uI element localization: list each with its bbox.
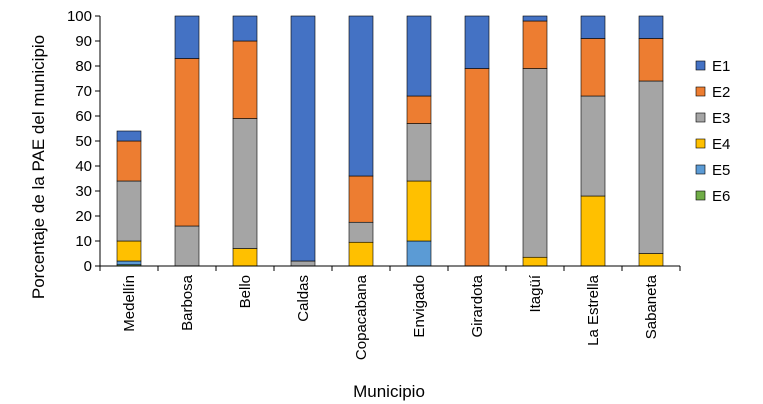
x-tick-label: La Estrella [585, 274, 602, 346]
bar-segment-e2 [116, 140, 142, 182]
bar-segment-e1 [522, 15, 548, 22]
legend: E1 E2 E3 E4 E5 E6 [695, 58, 730, 205]
bar-segment-e5 [406, 240, 432, 267]
bar-segment-e3 [580, 95, 606, 197]
bar-segment-e4 [406, 180, 432, 242]
bar-segment-e1 [232, 15, 258, 42]
bar-segment-e4 [522, 256, 548, 267]
x-tick-label: Girardota [469, 274, 486, 337]
y-tick-label: 90 [75, 33, 92, 50]
legend-label-e5: E5 [712, 162, 730, 179]
y-tick-label: 10 [75, 233, 92, 250]
bar-segment-e1 [174, 15, 200, 59]
y-tick-label: 0 [84, 258, 92, 275]
legend-label-e1: E1 [712, 58, 730, 75]
bar-segment-e2 [638, 38, 664, 82]
bar-segment-e1 [290, 15, 316, 262]
x-tick-label: Sabaneta [643, 274, 660, 339]
y-tick-label: 80 [75, 58, 92, 75]
y-axis-title: Porcentaje de la PAE del municipio [29, 35, 48, 299]
y-tick-label: 40 [75, 158, 92, 175]
y-tick-label: 50 [75, 133, 92, 150]
x-tick-label: Copacabana [353, 274, 370, 360]
y-axis: 0 10 20 30 40 50 60 70 80 90 100 [67, 8, 101, 275]
bar-segment-e1 [464, 15, 490, 69]
y-tick-label: 100 [67, 8, 92, 25]
y-tick-label: 70 [75, 83, 92, 100]
legend-label-e3: E3 [712, 110, 730, 127]
bar-segment-e2 [174, 58, 200, 227]
bar-segment-e2 [232, 40, 258, 119]
legend-swatch-e4 [695, 138, 706, 149]
bar-segment-e3 [348, 221, 374, 243]
bar-segment-e4 [116, 240, 142, 262]
x-tick-label: Barbosa [179, 274, 196, 331]
bar-segment-e4 [580, 195, 606, 267]
legend-swatch-e6 [695, 190, 706, 201]
x-tick-label: Medellín [121, 275, 138, 332]
bar-segment-e4 [638, 253, 664, 267]
bar-segment-e3 [116, 180, 142, 242]
bar-segment-e2 [406, 95, 432, 124]
x-axis-title: Municipio [353, 382, 425, 401]
bar-segment-e2 [522, 20, 548, 69]
bar-segment-e4 [348, 241, 374, 267]
x-tick-label: Itagüí [527, 274, 544, 312]
bar-segment-e2 [580, 38, 606, 97]
bar-segment-e2 [348, 175, 374, 223]
bar-segment-e3 [638, 80, 664, 254]
x-tick-label: Caldas [295, 275, 312, 322]
x-axis: Medellín Barbosa Bello Caldas Copacabana Envi… [99, 265, 681, 360]
legend-label-e6: E6 [712, 188, 730, 205]
legend-label-e2: E2 [712, 84, 730, 101]
bar-segment-e5 [116, 260, 142, 266]
y-tick-label: 30 [75, 183, 92, 200]
bar-segment-e1 [638, 15, 664, 39]
bar-segment-e3 [522, 68, 548, 258]
bar-segment-e1 [406, 15, 432, 97]
bar-segment-e2 [464, 68, 490, 267]
bar-segment-e3 [174, 225, 200, 267]
bar-segment-e3 [232, 118, 258, 249]
bar-segment-e3 [406, 123, 432, 182]
bar-segment-e4 [232, 248, 258, 267]
bar-segment-e3 [290, 260, 316, 267]
y-tick-label: 20 [75, 208, 92, 225]
legend-swatch-e5 [695, 164, 706, 175]
bar-segment-e1 [348, 15, 374, 177]
bar-segment-e1 [116, 130, 142, 142]
legend-swatch-e1 [695, 60, 706, 71]
bar-segment-e1 [580, 15, 606, 39]
legend-swatch-e2 [695, 86, 706, 97]
y-tick-label: 60 [75, 108, 92, 125]
legend-label-e4: E4 [712, 136, 730, 153]
legend-swatch-e3 [695, 112, 706, 123]
plot-area [116, 15, 664, 267]
x-tick-label: Envigado [411, 275, 428, 338]
x-tick-label: Bello [237, 275, 254, 308]
